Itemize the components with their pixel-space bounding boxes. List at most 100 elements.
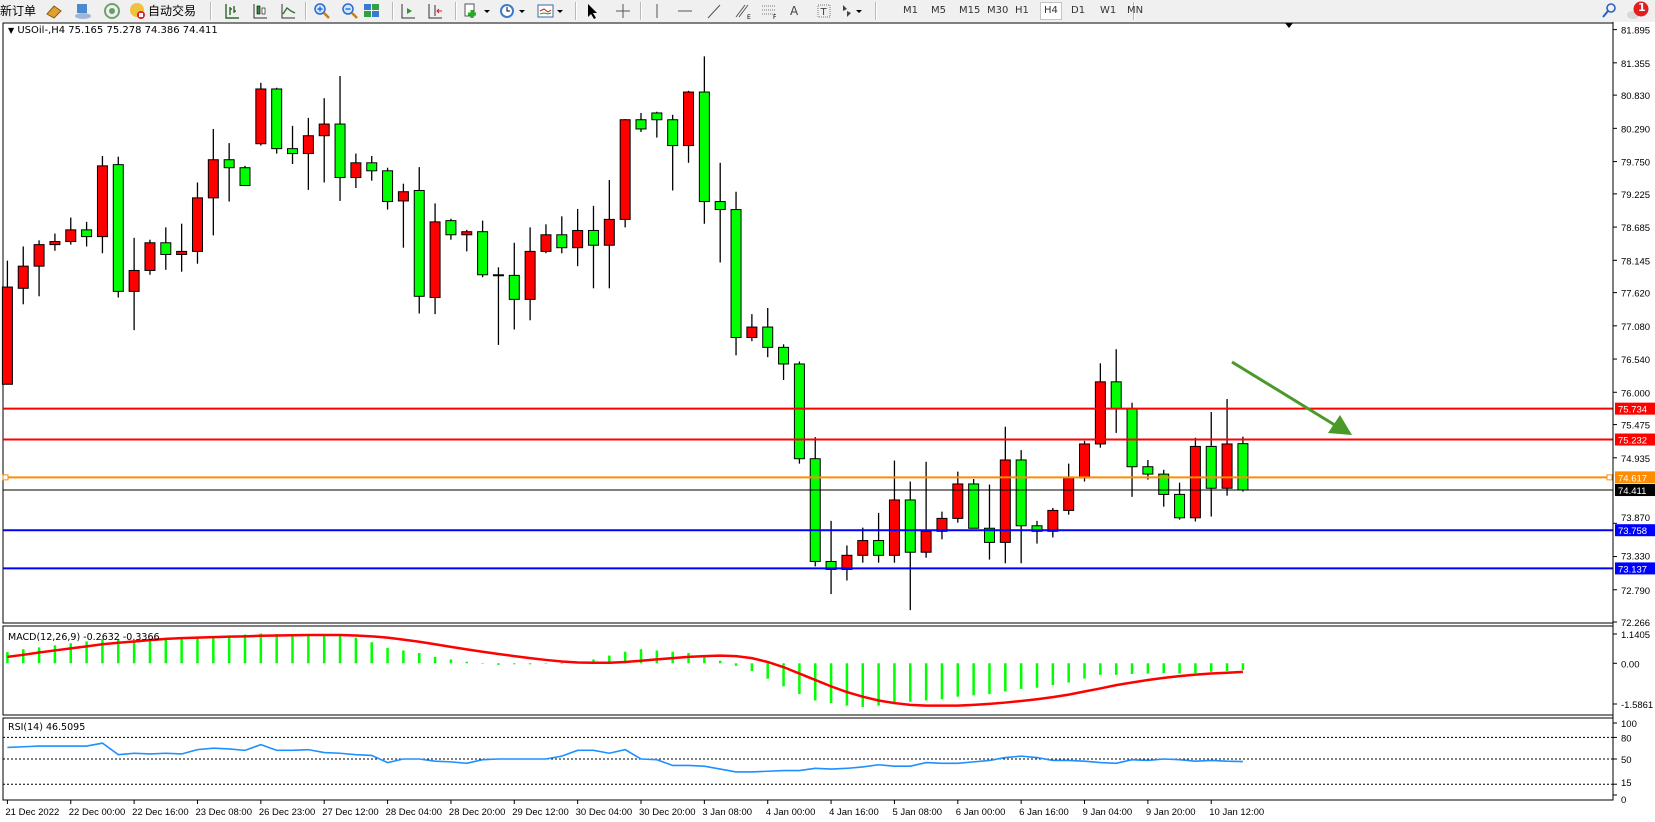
- chart-menu-triangle-icon[interactable]: ▼: [8, 26, 15, 35]
- chart-window[interactable]: 81.895 81.355 80.830 80.290 79.750 79.225 78.6…: [0, 22, 1655, 822]
- price-label-bg: [1615, 402, 1655, 415]
- candle: [1205, 411, 1217, 517]
- candle-body: [683, 91, 695, 147]
- candle-body: [698, 91, 710, 203]
- auto-trading-button[interactable]: 自动交易: [128, 1, 196, 21]
- trend-line-icon[interactable]: [705, 1, 723, 21]
- price-label: 74.411: [1618, 486, 1646, 497]
- price-tick-label: 80.830: [1621, 91, 1650, 102]
- price-tick-label: 74.935: [1621, 454, 1650, 465]
- candle: [1237, 436, 1249, 492]
- candle-body: [904, 499, 916, 553]
- vertical-line-icon[interactable]: [650, 1, 664, 21]
- candle-body: [1015, 459, 1027, 527]
- candle-body: [112, 164, 124, 292]
- price-tick-label: 73.330: [1621, 551, 1650, 562]
- price-label: 75.734: [1618, 405, 1647, 416]
- text-icon[interactable]: A: [790, 4, 799, 18]
- candle: [382, 167, 394, 210]
- candle: [667, 114, 679, 191]
- candle-body: [17, 265, 29, 289]
- candle: [540, 224, 552, 254]
- timeframe-w1[interactable]: W1: [1100, 5, 1117, 16]
- time-tick-label: 28 Dec 20:00: [449, 807, 506, 818]
- candle: [619, 119, 631, 228]
- horizontal-line-icon[interactable]: [676, 1, 694, 21]
- line-chart-icon[interactable]: [278, 1, 298, 21]
- templates-button[interactable]: [536, 1, 566, 21]
- time-tick-label: 30 Dec 20:00: [639, 807, 696, 818]
- candle-body: [730, 209, 742, 339]
- arrow-head-icon: [1328, 415, 1352, 435]
- zoom-in-icon[interactable]: [312, 1, 332, 21]
- candle: [239, 165, 251, 187]
- signals-icon[interactable]: [101, 1, 123, 21]
- candle: [1174, 482, 1186, 520]
- candle-body: [999, 459, 1011, 543]
- bar-chart-icon[interactable]: [222, 1, 242, 21]
- candle: [413, 167, 425, 314]
- periods-button[interactable]: [498, 1, 528, 21]
- timeframe-m15[interactable]: M15: [959, 5, 981, 16]
- timeframe-m5[interactable]: M5: [931, 5, 946, 16]
- arrows-button[interactable]: [838, 1, 864, 21]
- time-tick-label: 27 Dec 12:00: [322, 807, 379, 818]
- chart-canvas[interactable]: 81.895 81.355 80.830 80.290 79.750 79.225 78.6…: [0, 22, 1655, 822]
- candle-body: [952, 483, 964, 519]
- timeframe-m30[interactable]: M30: [987, 5, 1009, 16]
- new-order-button[interactable]: 新订单: [0, 1, 36, 21]
- time-tick-label: 23 Dec 08:00: [195, 807, 252, 818]
- time-tick-label: 22 Dec 16:00: [132, 807, 189, 818]
- candle: [730, 191, 742, 356]
- price-label: 73.758: [1618, 526, 1647, 537]
- candle-body: [445, 220, 457, 236]
- fibonacci-expansion-icon[interactable]: E: [733, 1, 753, 21]
- timeframe-mn[interactable]: MN: [1127, 5, 1144, 16]
- rsi-tick-label: 0: [1621, 795, 1626, 806]
- candle-body: [888, 499, 900, 556]
- candle-body: [841, 554, 853, 570]
- search-icon[interactable]: [1600, 1, 1618, 21]
- chart-header-text: USOil-,H4 75.165 75.278 74.386 74.411: [17, 25, 218, 36]
- timeframe-h4[interactable]: H4: [1040, 2, 1062, 20]
- candle: [128, 237, 140, 331]
- candle-body: [778, 346, 790, 365]
- text-label-icon[interactable]: T: [816, 1, 832, 21]
- cursor-icon[interactable]: [584, 1, 600, 21]
- candle: [160, 227, 172, 270]
- chart-shift-icon[interactable]: [425, 1, 445, 21]
- notification-icon: [1627, 1, 1649, 19]
- notification-button[interactable]: 1: [1625, 1, 1651, 21]
- notification-count: 1: [1638, 1, 1646, 14]
- candle: [873, 512, 885, 563]
- candlestick-chart-icon[interactable]: [250, 1, 270, 21]
- fibonacci-fan-icon[interactable]: F: [760, 1, 780, 21]
- indicators-button[interactable]: [462, 1, 492, 21]
- candle-body: [128, 269, 140, 292]
- tile-windows-icon[interactable]: [362, 1, 382, 21]
- timeframe-m1[interactable]: M1: [903, 5, 918, 16]
- svg-text:F: F: [773, 14, 777, 20]
- candle-body: [572, 229, 584, 249]
- candle-body: [1205, 445, 1217, 489]
- timeframe-h1[interactable]: H1: [1015, 5, 1029, 16]
- candle-body: [223, 159, 235, 169]
- navigator-icon[interactable]: [72, 1, 94, 21]
- candle: [1079, 440, 1091, 482]
- candle-body: [508, 274, 520, 300]
- crosshair-icon[interactable]: [614, 1, 632, 21]
- new-order-label: 新订单: [0, 4, 37, 18]
- candle-body: [920, 530, 932, 553]
- candle-body: [936, 517, 948, 532]
- auto-scroll-icon[interactable]: [398, 1, 418, 21]
- price-tick-label: 78.145: [1621, 256, 1650, 267]
- market-watch-icon[interactable]: [44, 1, 64, 21]
- candle-body: [255, 88, 267, 145]
- timeframe-d1[interactable]: D1: [1071, 5, 1086, 16]
- candle-body: [287, 148, 299, 155]
- candle: [65, 217, 77, 245]
- candle-body: [746, 326, 758, 339]
- zoom-out-icon[interactable]: [340, 1, 360, 21]
- price-tick-label: 72.266: [1621, 618, 1650, 629]
- auto-trading-icon: [130, 3, 145, 19]
